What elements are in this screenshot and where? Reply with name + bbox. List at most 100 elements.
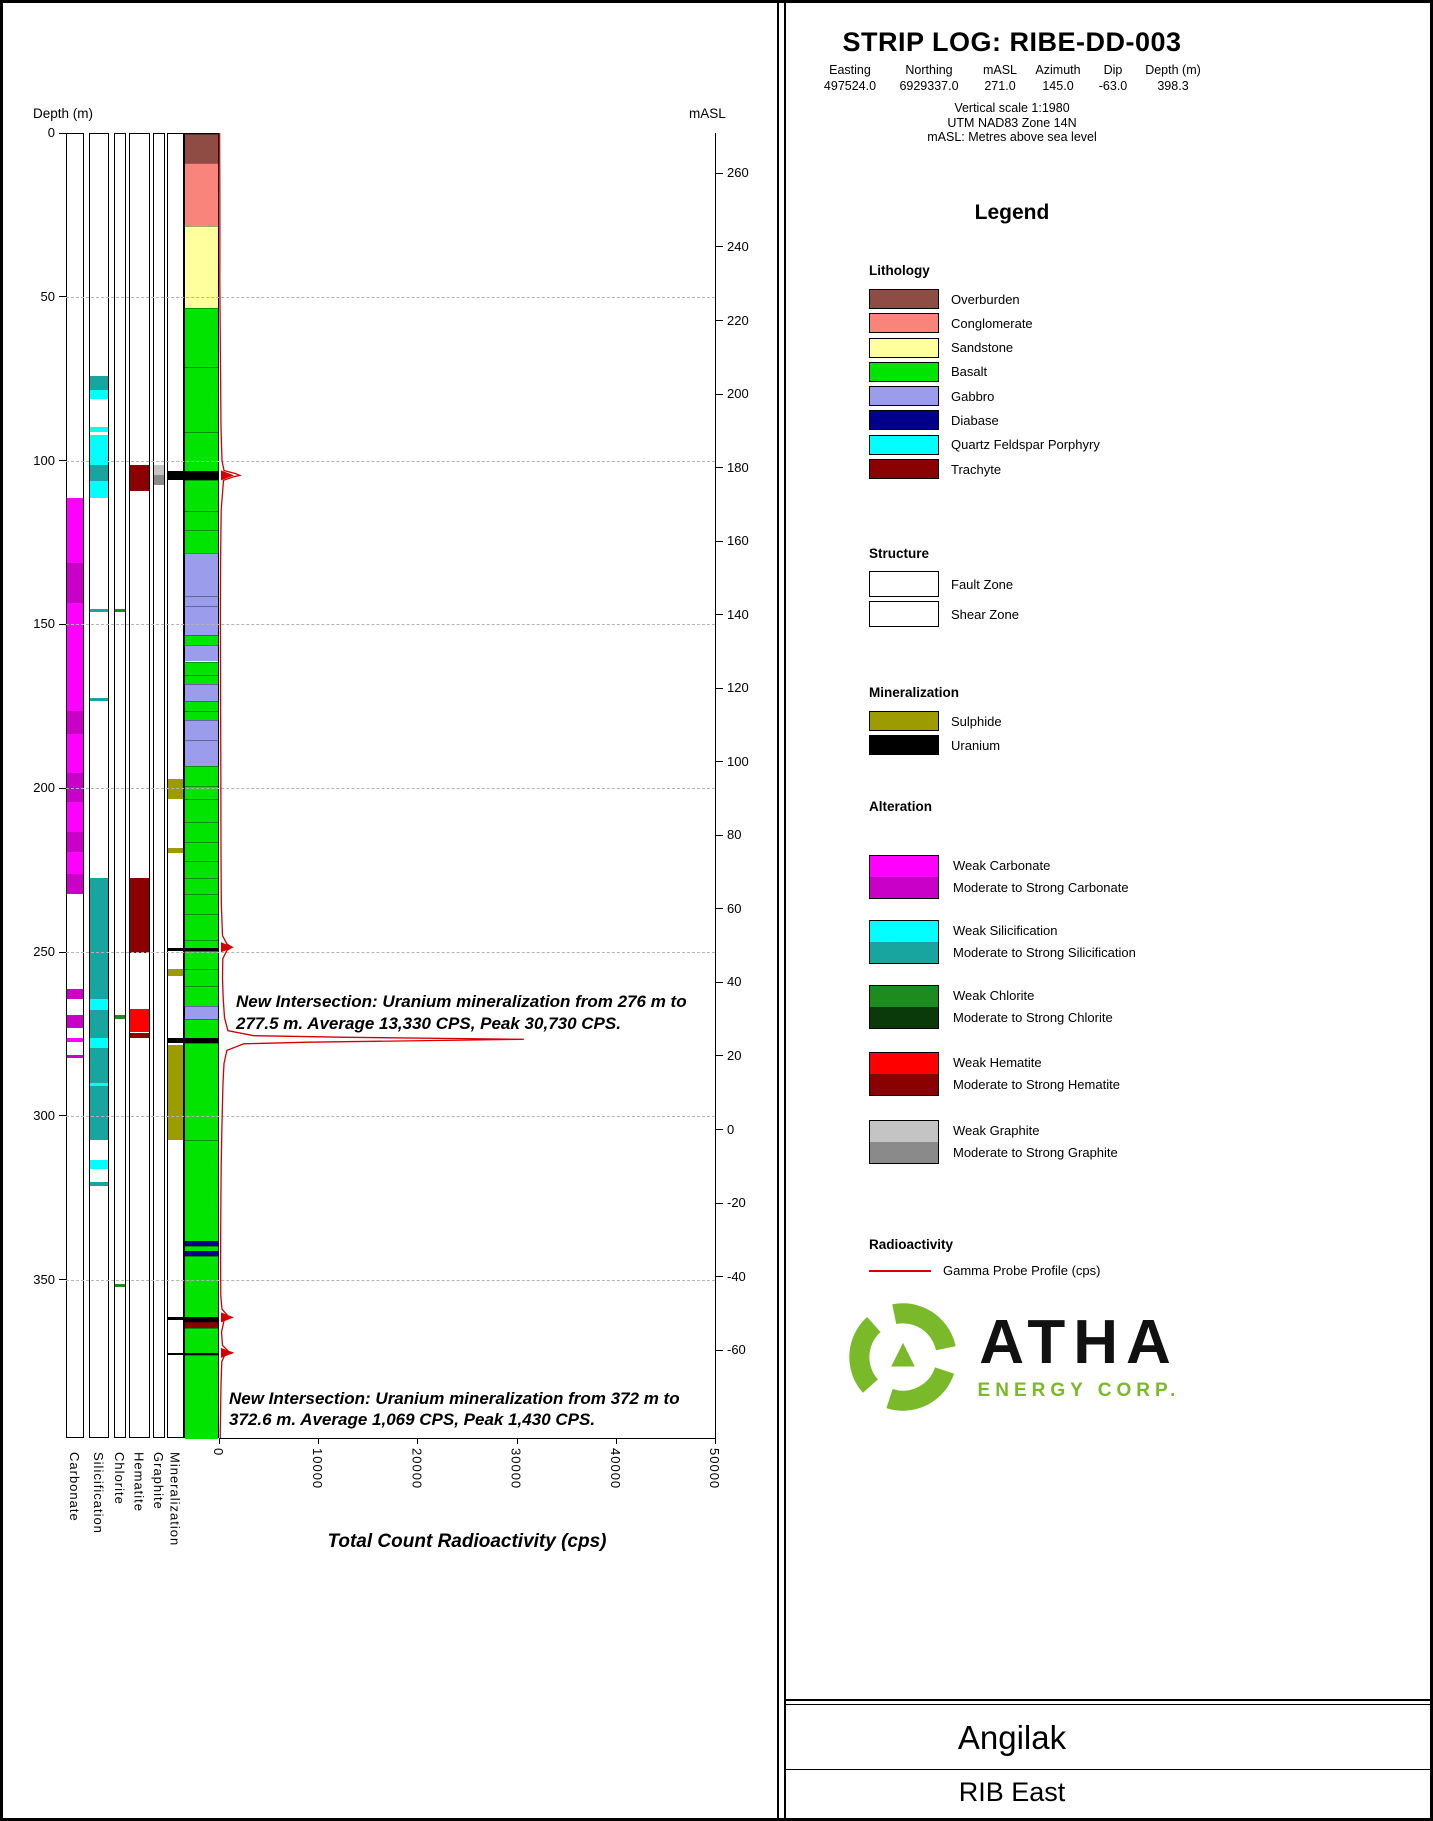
footer-divider-line [786,1769,1432,1770]
alteration-interval [90,464,108,482]
track-label-carbonate: Carbonate [67,1452,82,1522]
lithology-interval [185,822,218,842]
weak-swatch-half [870,856,938,877]
alteration-interval [67,851,83,875]
quartz-feldspar-porphyry-swatch [869,434,939,455]
masl-tick [715,1202,723,1204]
legend-item-label: Trachyte [951,461,1002,477]
lithology-interval [185,985,218,1006]
masl-tick [715,834,723,836]
legend-item-label: Uranium [951,737,1001,753]
alteration-interval [67,497,83,564]
weak-swatch-half [870,1121,938,1142]
carbonate-swatch [869,855,939,899]
alteration-interval [130,877,149,954]
depth-tick [59,1279,66,1281]
masl-tick [715,1276,723,1278]
track-label-hematite: Hematite [131,1452,147,1513]
masl-tick-label: -60 [727,1342,746,1358]
lithology-interval [185,913,218,940]
alteration-interval [90,1159,108,1170]
panel-divider-line [777,3,779,1818]
legend-item-label: Gamma Probe Profile (cps) [943,1263,1101,1278]
lithology-interval [185,307,218,367]
info-col-header: Dip [1103,63,1123,77]
x-tick-label: 40000 [607,1448,623,1490]
atha-logo-text: ATHA ENERGY CORP. [978,1312,1181,1402]
alteration-interval [90,1085,108,1140]
masl-tick [715,614,723,616]
note-line: Vertical scale 1:1980 [954,101,1070,115]
footer-top-line [786,1699,1432,1701]
info-col-header: Easting [829,63,871,77]
legend-item: Basalt [869,361,1100,382]
lithology-interval [185,225,218,308]
x-tick-label: 0 [211,1448,226,1457]
legend-item-label: Sandstone [951,340,1014,356]
track-label-mineralization: Mineralization [167,1452,183,1547]
depth-tick-label: 350 [33,1271,55,1287]
alteration-interval [115,1015,125,1019]
alteration-interval [154,464,164,475]
xaxis-title: Total Count Radioactivity (cps) [327,1531,607,1552]
alteration-legend-group-chlorite: Weak Chlorite Moderate to Strong Chlorite [869,985,1429,1029]
alteration-interval [67,802,83,832]
shear-zone-swatch [869,601,939,628]
alteration-interval [154,474,164,485]
gamma-probe-profile-cps--swatch [869,1269,931,1272]
masl-axis-line [715,133,716,1438]
lithology-interval [185,1038,218,1044]
alteration-legend-group-carbonate: Weak Carbonate Moderate to Strong Carbona… [869,855,1429,899]
masl-tick [715,981,723,983]
info-col-value: 145.0 [1042,79,1074,93]
lithology-interval [185,1328,218,1353]
x-tick-label: 10000 [310,1448,326,1490]
lithology-legend-list: Overburden Conglomerate Sandstone Basalt Gab… [869,289,1100,483]
weak-label: Weak Silicification [953,923,1058,938]
lithology-interval [185,645,218,662]
masl-tick [715,246,723,248]
track-hematite [129,133,150,1438]
alteration-interval [67,733,83,773]
weak-swatch-half [870,921,938,942]
lithology-interval [185,877,218,895]
masl-tick-label: 40 [727,974,742,990]
alteration-heading: Alteration [869,799,933,814]
weak-swatch-half [870,986,938,1007]
masl-tick-label: 260 [727,165,749,181]
legend-item-label: Fault Zone [951,576,1014,592]
masl-tick-label: 160 [727,533,749,549]
x-tick-label: 50000 [707,1448,722,1490]
legend-item: Trachyte [869,459,1100,480]
strong-swatch-half [870,1074,938,1095]
depth-gridline [66,296,715,298]
info-panel: STRIP LOG: RIBE-DD-003 Easting Northing mA… [786,3,1433,1821]
mineralization-interval [168,948,183,952]
masl-tick [715,393,723,395]
depth-gridline [66,1279,715,1281]
alteration-interval [130,1033,149,1039]
depth-tick [59,460,66,462]
legend-item: Quartz Feldspar Porphyry [869,434,1100,455]
masl-tick [715,320,723,322]
legend-item: Uranium [869,735,1002,756]
legend-item: Diabase [869,410,1100,431]
alteration-interval [90,877,108,999]
track-carbonate [66,133,84,1438]
company-logo: ATHA ENERGY CORP. [786,1298,1238,1416]
depth-tick-label: 150 [33,616,55,632]
intersection-arrow-marker [221,942,234,953]
depth-tick [59,1115,66,1117]
masl-tick-label: 200 [727,386,749,402]
strong-swatch-half [870,942,938,963]
legend-item-label: Shear Zone [951,606,1019,622]
depth-gridline [66,624,715,626]
strip-log-plot: Depth (m) mASL Total Count Radioactivity… [3,3,1430,1818]
masl-tick-label: 80 [727,827,742,843]
lithology-interval [185,1251,218,1257]
x-tick [516,1438,518,1444]
alteration-interval [90,427,108,433]
depth-tick [59,296,66,298]
alteration-interval [90,1182,108,1186]
legend-item-label: Basalt [951,364,988,380]
